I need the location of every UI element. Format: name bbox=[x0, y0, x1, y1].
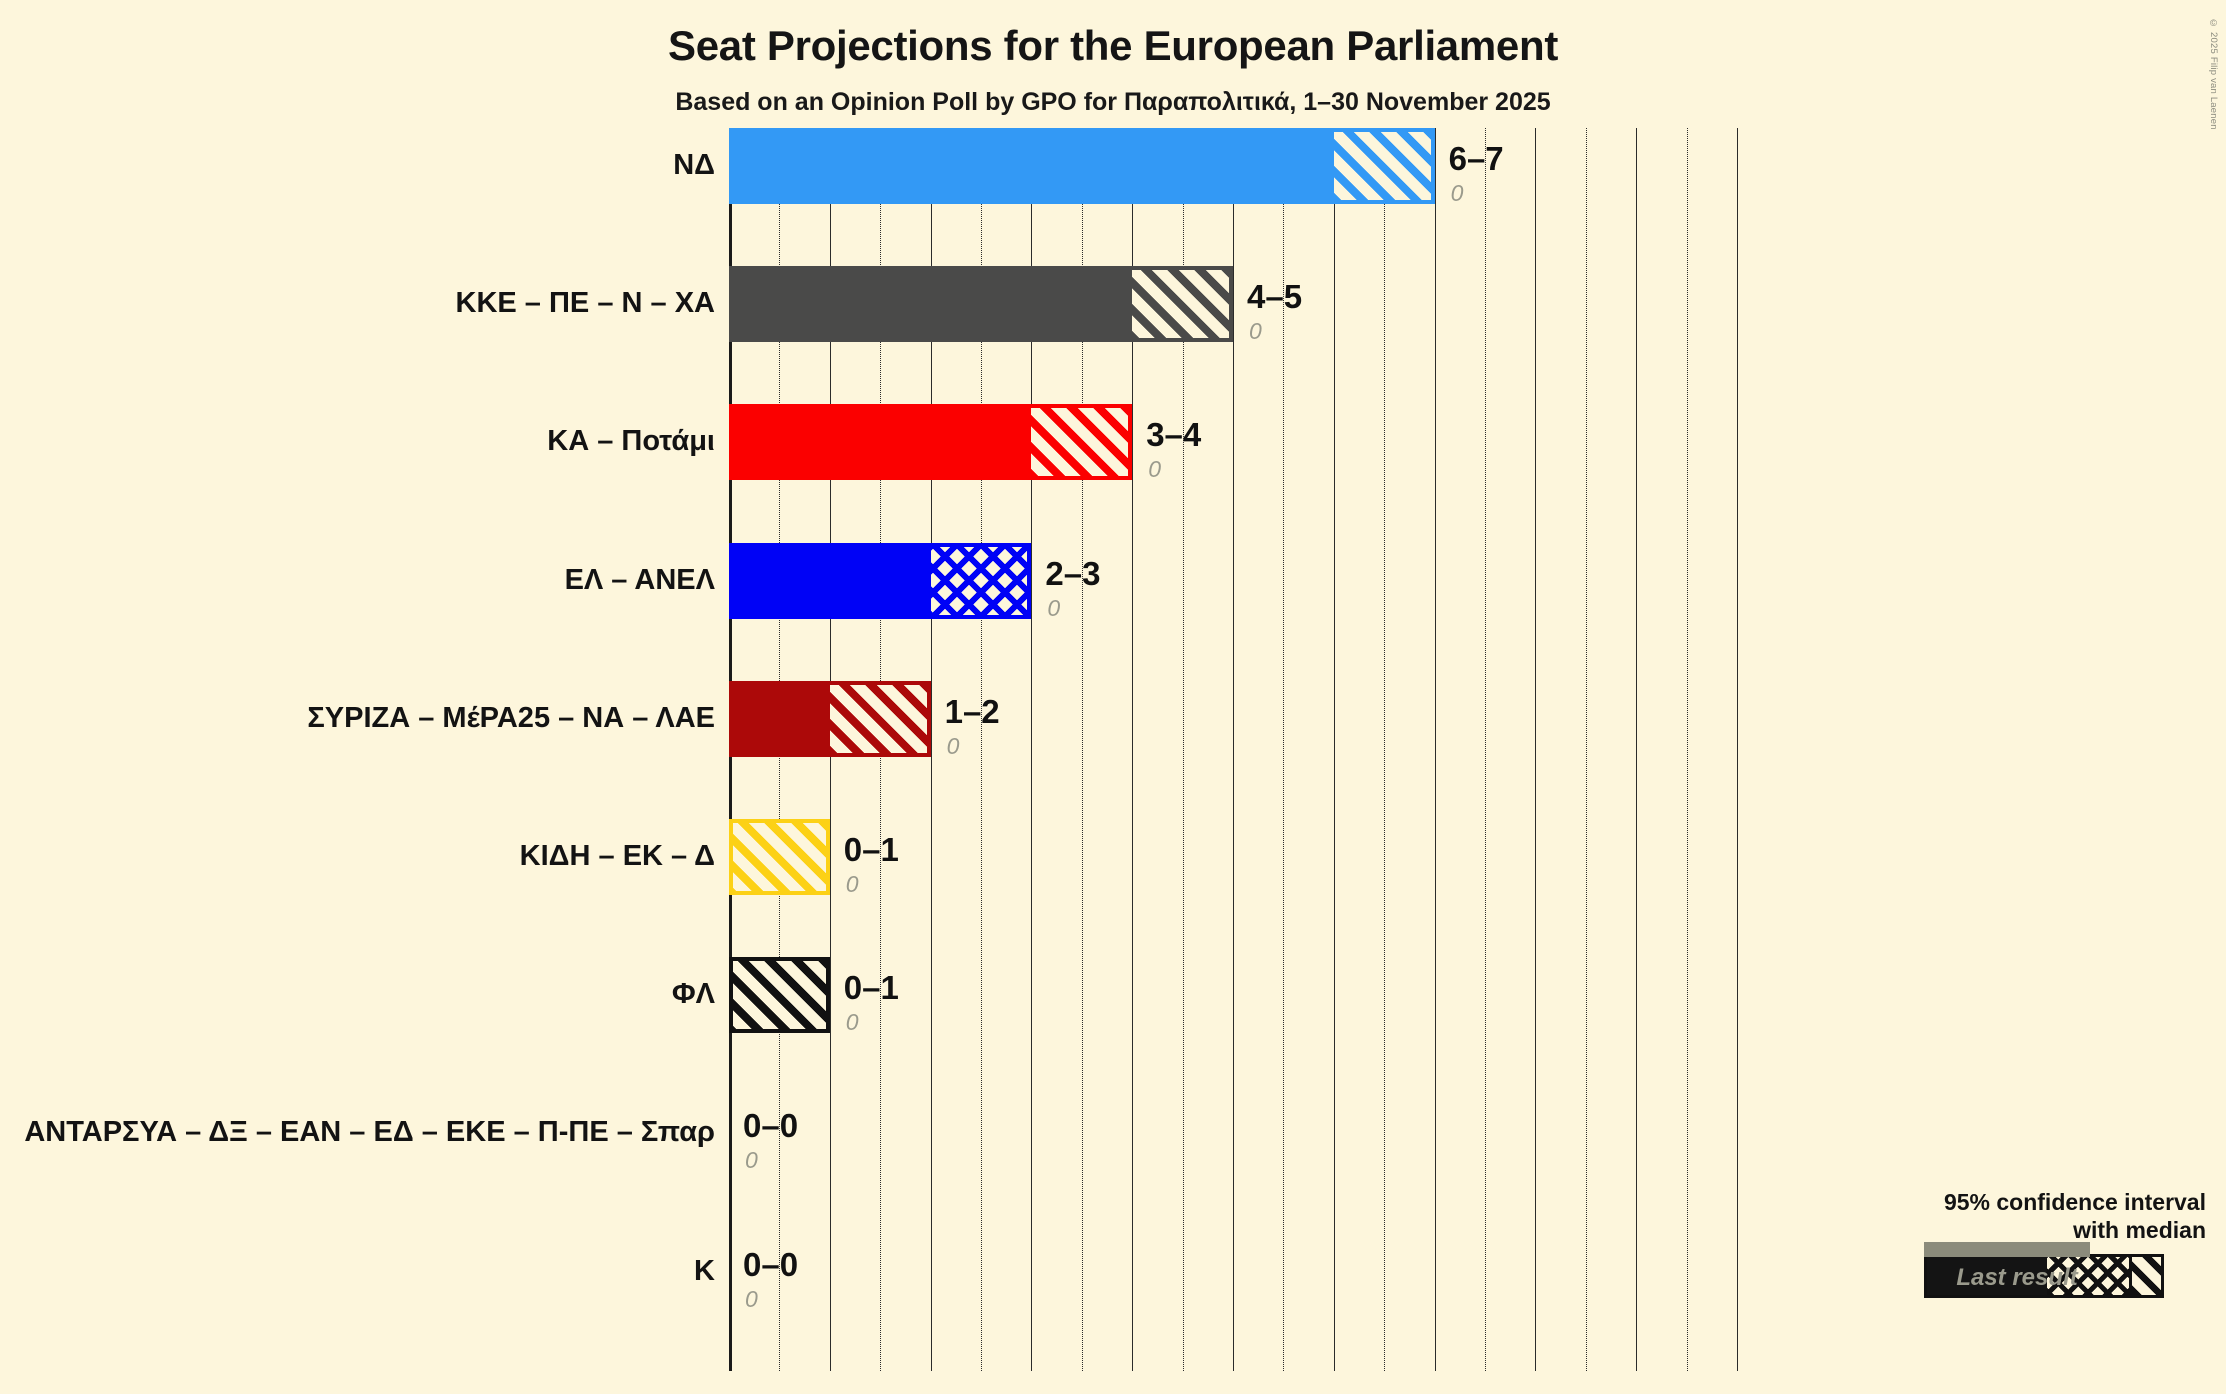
gridline-minor bbox=[1283, 128, 1285, 1371]
last-result-value: 0 bbox=[845, 1009, 859, 1036]
confidence-interval-bar bbox=[729, 266, 1233, 343]
median-segment bbox=[729, 542, 931, 619]
last-result-value: 0 bbox=[845, 871, 859, 897]
ci-extension-segment bbox=[829, 680, 931, 757]
gridline-major bbox=[1031, 128, 1033, 1371]
gridline-major bbox=[1434, 128, 1436, 1371]
table-row: ΣΥΡΙΖΑ – ΜέΡΑ25 – ΝΑ – ΛΑΕ 1–2 0 bbox=[0, 680, 2226, 819]
median-segment bbox=[729, 128, 1334, 204]
page-subtitle: Based on an Opinion Poll by GPO for Παρα… bbox=[675, 88, 1551, 116]
gridline-minor bbox=[1081, 128, 1083, 1371]
gridline-minor bbox=[1485, 128, 1486, 1371]
gridline-minor bbox=[981, 128, 982, 1371]
table-row: ΚΑ – Ποτάμι 3–4 0 bbox=[0, 404, 2226, 542]
ci-extension-segment bbox=[930, 542, 1032, 619]
confidence-interval-bar bbox=[729, 957, 830, 1034]
value-label: 0–0 bbox=[743, 1245, 799, 1283]
value-label: 0–1 bbox=[843, 969, 899, 1007]
value-label: 4–5 bbox=[1247, 278, 1303, 316]
gridline-minor bbox=[1384, 128, 1386, 1371]
legend: 95% confidence interval with median Last… bbox=[1876, 1188, 2206, 1299]
category-label: ΦΛ bbox=[671, 978, 715, 1011]
last-result-value: 0 bbox=[1450, 180, 1464, 206]
category-label: ΝΔ bbox=[673, 149, 715, 181]
gridline-major bbox=[1636, 128, 1638, 1371]
confidence-interval-bar bbox=[729, 542, 1032, 619]
copyright-notice: © 2025 Filip van Laenen bbox=[2208, 18, 2219, 130]
last-result-value: 0 bbox=[946, 732, 960, 759]
ci-extension-segment bbox=[729, 957, 830, 1034]
category-label: ΚΑ – Ποτάμι bbox=[547, 425, 715, 458]
last-result-value: 0 bbox=[1148, 456, 1161, 483]
bar-outline bbox=[729, 542, 1032, 619]
legend-last-result-label: Last result bbox=[1956, 1264, 2078, 1291]
legend-last-result-swatch bbox=[1924, 1242, 2090, 1257]
bar-outline bbox=[729, 404, 1133, 481]
confidence-interval-bar bbox=[729, 819, 830, 895]
table-row: ΚΙΔΗ – ΕΚ – Δ 0–1 0 bbox=[0, 819, 2226, 957]
gridline-minor bbox=[1182, 128, 1184, 1371]
bar-outline bbox=[729, 266, 1233, 343]
table-row: ΦΛ 0–1 0 bbox=[0, 957, 2226, 1095]
category-label: ΚΚΕ – ΠΕ – Ν – ΧΑ bbox=[455, 287, 715, 320]
last-result-value: 0 bbox=[1249, 318, 1262, 345]
ci-extension-segment bbox=[729, 819, 830, 895]
value-label: 1–2 bbox=[944, 692, 1000, 730]
category-label: ΣΥΡΙΖΑ – ΜέΡΑ25 – ΝΑ – ΛΑΕ bbox=[307, 701, 715, 734]
value-label: 0–0 bbox=[743, 1107, 799, 1145]
bar-outline bbox=[729, 957, 830, 1034]
gridline-major bbox=[1333, 128, 1335, 1371]
value-label: 0–1 bbox=[843, 831, 899, 868]
table-row: ΚΚΕ – ΠΕ – Ν – ΧΑ 4–5 0 bbox=[0, 266, 2226, 404]
category-label: ΕΛ – ΑΝΕΛ bbox=[564, 563, 715, 596]
category-label: ΑΝΤΑΡΣΥΑ – ΔΞ – ΕΑΝ – ΕΔ – ΕΚΕ – Π-ΠΕ – … bbox=[24, 1116, 715, 1149]
bar-outline bbox=[729, 819, 830, 895]
ci-extension-segment bbox=[1031, 404, 1133, 481]
table-row: ΕΛ – ΑΝΕΛ 2–3 0 bbox=[0, 542, 2226, 681]
last-result-value: 0 bbox=[745, 1147, 758, 1174]
last-result-value: 0 bbox=[1047, 594, 1061, 621]
confidence-interval-bar bbox=[729, 680, 931, 757]
gridline-minor bbox=[1686, 128, 1688, 1371]
table-row: ΝΔ 6–7 0 bbox=[0, 128, 2226, 266]
page-title: Seat Projections for the European Parlia… bbox=[667, 22, 1559, 69]
median-segment bbox=[729, 404, 1032, 481]
confidence-interval-bar bbox=[729, 128, 1435, 204]
gridline-major bbox=[1535, 128, 1537, 1371]
gridline-minor bbox=[1585, 128, 1587, 1371]
last-result-value: 0 bbox=[745, 1285, 758, 1312]
legend-line-1: 95% confidence interval bbox=[1943, 1189, 2206, 1215]
legend-diagonal-swatch bbox=[2129, 1257, 2161, 1296]
category-label: Κ bbox=[694, 1254, 715, 1287]
category-label: ΚΙΔΗ – ΕΚ – Δ bbox=[519, 840, 715, 872]
legend-line-2: with median bbox=[2073, 1217, 2206, 1244]
legend-crosshatch-swatch bbox=[2047, 1257, 2129, 1296]
gridline-major bbox=[1233, 128, 1234, 1371]
bar-outline bbox=[729, 128, 1435, 204]
value-label: 6–7 bbox=[1448, 140, 1504, 177]
gridline-major bbox=[930, 128, 932, 1371]
median-segment bbox=[729, 266, 1133, 343]
table-row: ΑΝΤΑΡΣΥΑ – ΔΞ – ΕΑΝ – ΕΔ – ΕΚΕ – Π-ΠΕ – … bbox=[0, 1095, 2226, 1233]
table-row: Κ 0–0 0 bbox=[0, 1234, 2226, 1372]
confidence-interval-bar bbox=[729, 404, 1133, 481]
gridline-major bbox=[1737, 128, 1738, 1371]
value-label: 2–3 bbox=[1045, 554, 1101, 592]
value-label: 3–4 bbox=[1146, 416, 1202, 454]
ci-extension-segment bbox=[1132, 266, 1233, 343]
gridline-major bbox=[1132, 128, 1134, 1371]
median-segment bbox=[729, 680, 830, 757]
bar-outline bbox=[729, 680, 931, 757]
ci-extension-segment bbox=[1333, 128, 1435, 204]
